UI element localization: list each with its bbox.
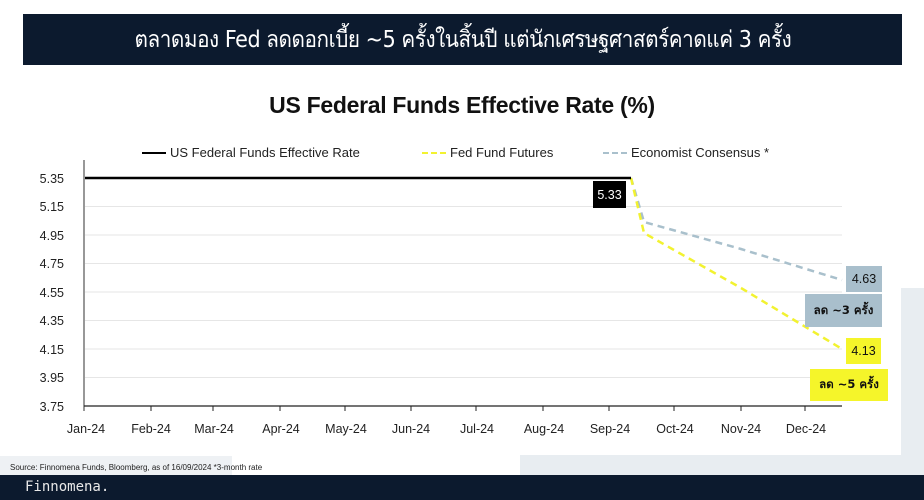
cut-count-label-futures: ลด ~5 ครั้ง — [810, 369, 888, 401]
svg-text:5.15: 5.15 — [40, 200, 64, 214]
cut-count-label-economist: ลด ~3 ครั้ง — [805, 294, 882, 327]
legend-label: Economist Consensus * — [631, 145, 770, 160]
svg-text:Mar-24: Mar-24 — [194, 422, 234, 436]
svg-text:Sep-24: Sep-24 — [590, 422, 630, 436]
x-axis-labels: Jan-24 Feb-24 Mar-24 Apr-24 May-24 Jun-2… — [67, 422, 826, 436]
x-axis-ticks — [150, 406, 806, 411]
value-label-economist-end: 4.63 — [846, 266, 882, 292]
solid-line-swatch-icon — [142, 151, 166, 154]
svg-text:Feb-24: Feb-24 — [131, 422, 171, 436]
y-axis-labels: 5.35 5.15 4.95 4.75 4.55 4.35 4.15 3.95 … — [40, 172, 64, 414]
value-label-current-rate: 5.33 — [593, 181, 626, 208]
svg-text:Dec-24: Dec-24 — [786, 422, 826, 436]
gridlines — [85, 206, 842, 378]
svg-text:3.75: 3.75 — [40, 400, 64, 414]
source-note: Source: Finnomena Funds, Bloomberg, as o… — [10, 463, 263, 472]
svg-text:4.55: 4.55 — [40, 286, 64, 300]
background-panel — [901, 288, 924, 475]
svg-text:4.35: 4.35 — [40, 314, 64, 328]
svg-text:Apr-24: Apr-24 — [262, 422, 300, 436]
svg-text:May-24: May-24 — [325, 422, 367, 436]
svg-text:Nov-24: Nov-24 — [721, 422, 761, 436]
legend-label: Fed Fund Futures — [450, 145, 554, 160]
series-economist-consensus — [629, 177, 843, 282]
legend-label: US Federal Funds Effective Rate — [170, 145, 360, 160]
chart-legend: US Federal Funds Effective Rate Fed Fund… — [0, 145, 924, 163]
svg-text:Jan-24: Jan-24 — [67, 422, 105, 436]
headline-banner: ตลาดมอง Fed ลดดอกเบี้ย ~5 ครั้งในสิ้นปี … — [23, 14, 902, 65]
svg-text:Aug-24: Aug-24 — [524, 422, 564, 436]
background-panel — [0, 456, 232, 475]
svg-text:Oct-24: Oct-24 — [656, 422, 694, 436]
footer-bar: Finnomena. — [0, 475, 924, 500]
svg-text:Jun-24: Jun-24 — [392, 422, 430, 436]
chart-title: US Federal Funds Effective Rate (%) — [269, 92, 655, 118]
svg-text:Jul-24: Jul-24 — [460, 422, 494, 436]
svg-text:4.15: 4.15 — [40, 343, 64, 357]
legend-item-effective-rate: US Federal Funds Effective Rate — [142, 145, 360, 160]
legend-item-fed-fund-futures: Fed Fund Futures — [422, 145, 553, 160]
brand-logo: Finnomena. — [25, 479, 110, 495]
value-label-futures-end: 4.13 — [846, 338, 881, 364]
dashed-line-swatch-icon — [603, 151, 627, 154]
legend-item-economist-consensus: Economist Consensus * — [603, 145, 769, 160]
svg-text:5.35: 5.35 — [40, 172, 64, 186]
series-fed-fund-futures — [629, 177, 843, 351]
headline-text: ตลาดมอง Fed ลดดอกเบี้ย ~5 ครั้งในสิ้นปี … — [134, 26, 791, 53]
svg-text:3.95: 3.95 — [40, 371, 64, 385]
svg-text:4.95: 4.95 — [40, 229, 64, 243]
svg-text:4.75: 4.75 — [40, 257, 64, 271]
background-panel — [520, 455, 924, 475]
dashed-line-swatch-icon — [422, 151, 446, 154]
